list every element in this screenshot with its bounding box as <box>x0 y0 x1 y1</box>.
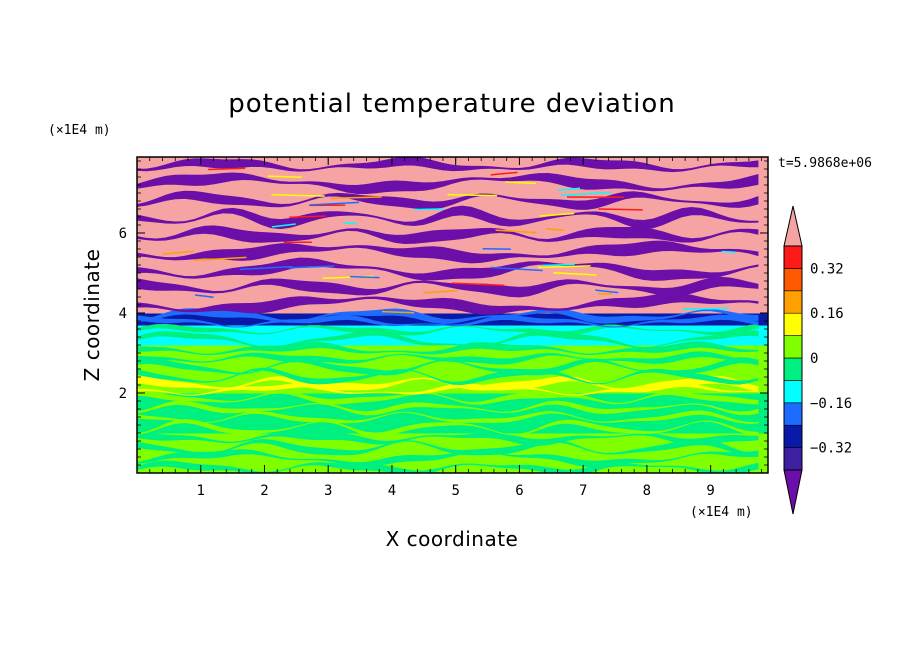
y-tick-label: 4 <box>119 306 127 322</box>
x-tick-label: 8 <box>643 483 651 499</box>
field-filament <box>382 310 414 314</box>
colorbar: −0.32 −0.16 0 0.16 0.32 <box>783 205 852 515</box>
field-filament <box>682 307 729 311</box>
field-streak <box>137 341 759 356</box>
field-streak <box>137 190 759 210</box>
field-filament <box>558 187 581 191</box>
field-filament <box>194 294 214 298</box>
field-streak <box>137 314 759 328</box>
y-axis: 2 4 6 <box>119 160 768 466</box>
field-streak <box>137 367 759 385</box>
x-axis-label: X coordinate <box>386 527 519 551</box>
field-streak <box>137 257 759 281</box>
colorbar-extend-bottom <box>783 469 803 515</box>
field-streak <box>137 225 759 244</box>
field-streak <box>137 205 759 230</box>
field-streak <box>137 430 759 447</box>
field-streak <box>137 172 759 195</box>
field-filament <box>545 227 565 232</box>
field-filament <box>447 193 498 197</box>
field-filament <box>194 256 247 262</box>
field-streak <box>137 460 759 473</box>
y-axis-label: Z coordinate <box>80 249 104 382</box>
field-filament <box>208 167 246 171</box>
field-filament <box>423 289 458 294</box>
field-streak <box>137 449 759 468</box>
field-filament <box>553 272 597 276</box>
field-filament <box>349 275 380 279</box>
x-axis: 1 2 3 4 5 6 7 8 9 <box>149 157 763 499</box>
field-filament <box>162 250 194 255</box>
field-streak <box>137 390 759 405</box>
field-streak <box>137 382 759 396</box>
colorbar-segment <box>783 312 803 336</box>
field-filament <box>542 263 575 267</box>
colorbar-tick-label: 0.32 <box>810 261 844 277</box>
colorbar-extend-top <box>783 205 803 247</box>
field-filament <box>289 215 326 218</box>
x-tick-label: 6 <box>515 483 523 499</box>
field-filament <box>267 175 302 178</box>
colorbar-segment <box>783 447 803 471</box>
field-filament <box>721 250 736 253</box>
field-filament <box>495 229 537 234</box>
field-streak <box>137 292 759 315</box>
field-filament <box>239 265 293 271</box>
colorbar-segment <box>783 290 803 314</box>
field-streak <box>137 329 759 349</box>
field-filament <box>271 194 325 197</box>
field-filament <box>491 266 543 272</box>
field-streak <box>137 240 759 264</box>
colorbar-segment <box>783 245 803 269</box>
heatmap-field <box>137 157 768 473</box>
colorbar-segment <box>783 380 803 404</box>
x-tick-label: 2 <box>260 483 268 499</box>
field-streak <box>137 410 759 424</box>
x-tick-label: 7 <box>579 483 587 499</box>
field-streak <box>137 276 759 298</box>
y-tick-label: 6 <box>119 226 127 242</box>
x-tick-label: 3 <box>324 483 332 499</box>
x-axis-unit: (×1E4 m) <box>690 505 753 520</box>
colorbar-segment <box>783 268 803 292</box>
field-filament <box>537 265 591 269</box>
x-tick-label: 4 <box>388 483 396 499</box>
x-tick-label: 9 <box>706 483 714 499</box>
colorbar-tick-label: −0.16 <box>810 396 852 412</box>
field-filament <box>598 208 643 211</box>
field-filament <box>271 223 296 228</box>
field-streak <box>137 351 759 365</box>
field-streak <box>137 308 759 324</box>
colorbar-segment <box>783 357 803 381</box>
field-filament <box>595 289 619 294</box>
chart-title: potential temperature deviation <box>228 89 675 119</box>
field-filament <box>414 208 444 211</box>
y-tick-label: 2 <box>119 386 127 402</box>
colorbar-tick-label: −0.32 <box>810 441 852 457</box>
field-filament <box>451 282 505 287</box>
field-filament <box>505 181 537 185</box>
field-filament <box>330 196 382 199</box>
colorbar-segment <box>783 402 803 426</box>
field-streak <box>137 419 759 437</box>
field-streak <box>137 157 759 173</box>
colorbar-segment <box>783 335 803 359</box>
field-filament <box>309 201 360 206</box>
field-filament <box>343 222 357 225</box>
field-filament <box>490 171 518 176</box>
field-streak <box>137 400 759 416</box>
time-label: t=5.9868e+06 <box>778 156 872 171</box>
colorbar-tick-label: 0.16 <box>810 306 844 322</box>
x-tick-label: 1 <box>197 483 205 499</box>
field-filament <box>539 212 575 217</box>
y-axis-unit: (×1E4 m) <box>48 123 111 138</box>
colorbar-frame <box>783 245 803 471</box>
field-filament <box>288 265 335 269</box>
plot-frame <box>136 156 769 474</box>
x-tick-label: 5 <box>451 483 459 499</box>
colorbar-segment <box>783 424 803 448</box>
field-filament <box>561 191 612 197</box>
colorbar-tick-label: 0 <box>810 351 818 367</box>
